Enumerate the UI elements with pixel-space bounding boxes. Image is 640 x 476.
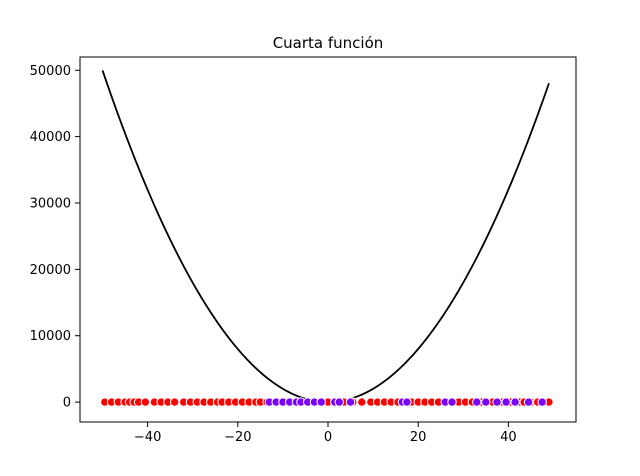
scatter-point-purple [447, 397, 457, 407]
scatter-point-purple [334, 397, 344, 407]
y-tick-label: 50000 [30, 64, 71, 79]
x-tick-label: 40 [500, 430, 517, 445]
y-tick-label: 30000 [30, 197, 71, 212]
y-tick-label: 40000 [30, 130, 71, 145]
scatter-point-red [357, 397, 367, 407]
scatter-point-purple [537, 397, 547, 407]
scatter-point-purple [510, 397, 520, 407]
y-tick-label: 10000 [30, 329, 71, 344]
scatter-point-purple [523, 397, 534, 407]
scatter-point-purple [501, 397, 511, 407]
chart-title: Cuarta función [273, 34, 384, 52]
plot-area [100, 70, 554, 407]
scatter-point-purple [481, 397, 491, 407]
x-tick-label: −40 [134, 430, 161, 445]
scatter-point-purple [345, 397, 356, 407]
scatter-point-red [140, 397, 151, 407]
scatter-point-red [169, 397, 180, 407]
x-tick-label: −20 [224, 430, 251, 445]
y-tick-label: 20000 [30, 263, 71, 278]
y-tick-label: 0 [63, 396, 71, 411]
curve-line [101, 70, 550, 403]
scatter-point-purple [492, 397, 502, 407]
axes-layer: −40 −20 0 20 40 0 10000 20000 30000 40000 50000 [30, 56, 577, 445]
scatter-point-purple [316, 397, 326, 407]
x-tick-label: 0 [324, 430, 332, 445]
scatter-point-purple [402, 397, 412, 407]
x-tick-label: 20 [410, 430, 427, 445]
axes-frame [79, 56, 577, 423]
scatter-point-purple [472, 397, 482, 407]
